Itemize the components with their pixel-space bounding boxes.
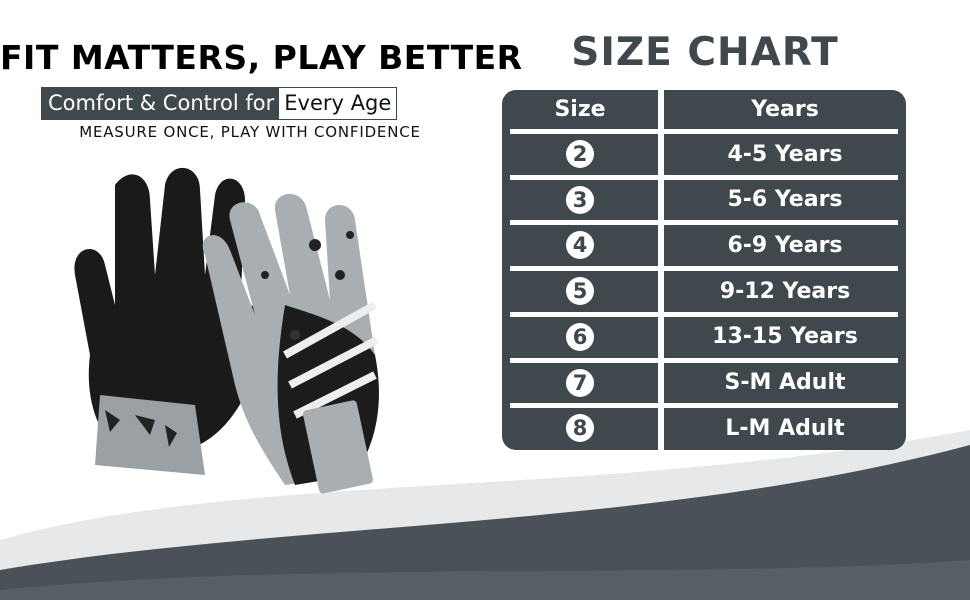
years-cell: L-M Adult: [725, 415, 845, 441]
years-cell: 4-5 Years: [727, 141, 843, 167]
row-divider: [510, 220, 898, 226]
years-cell: S-M Adult: [724, 370, 846, 395]
size-cell: 8: [502, 408, 658, 448]
size-badge: 5: [566, 277, 594, 306]
years-cell: 5-6 Years: [727, 187, 843, 213]
size-cell: 2: [502, 134, 658, 174]
table-header: Size Years: [502, 90, 906, 128]
table-row: 2 4-5 Years: [502, 134, 906, 174]
size-cell: 4: [502, 225, 658, 265]
table-row: 4 6-9 Years: [502, 225, 906, 265]
size-cell: 6: [502, 317, 658, 357]
header-years: Years: [751, 96, 819, 122]
row-divider: [510, 357, 898, 363]
size-cell: 7: [502, 363, 658, 403]
size-badge: 3: [566, 185, 594, 214]
row-divider: [510, 403, 898, 409]
subheadline-boxed: Every Age: [279, 88, 397, 119]
row-divider: [510, 129, 898, 134]
table-row: 8 L-M Adult: [502, 408, 906, 448]
size-badge: 7: [566, 368, 594, 397]
size-cell: 5: [502, 271, 658, 311]
years-cell: 13-15 Years: [712, 324, 858, 350]
subheadline: Comfort & Control for Every Age: [41, 87, 398, 120]
size-chart-title: SIZE CHART: [571, 30, 839, 75]
goalkeeper-gloves-image: [74, 167, 379, 494]
subheadline-highlighted: Comfort & Control for: [42, 88, 280, 119]
row-divider: [510, 311, 898, 317]
row-divider: [510, 266, 898, 272]
size-badge: 4: [566, 231, 594, 260]
years-cell: 9-12 Years: [719, 278, 851, 304]
size-badge: 2: [566, 140, 594, 168]
size-badge: 8: [566, 414, 594, 443]
table-row: 5 9-12 Years: [502, 271, 906, 311]
size-chart-table: Size Years 2 4-5 Years 3 5-6 Years 4 6-9 Year…: [502, 90, 906, 450]
header-size: Size: [554, 96, 606, 122]
years-cell: 6-9 Years: [727, 232, 843, 258]
size-cell: 3: [502, 180, 658, 220]
table-row: 3 5-6 Years: [502, 180, 906, 220]
size-badge: 6: [566, 322, 594, 351]
row-divider: [510, 174, 898, 180]
headline: FIT MATTERS, PLAY BETTER: [0, 38, 523, 77]
tagline: MEASURE ONCE, PLAY WITH CONFIDENCE: [79, 123, 421, 141]
table-row: 6 13-15 Years: [502, 317, 906, 357]
table-row: 7 S-M Adult: [502, 363, 906, 403]
